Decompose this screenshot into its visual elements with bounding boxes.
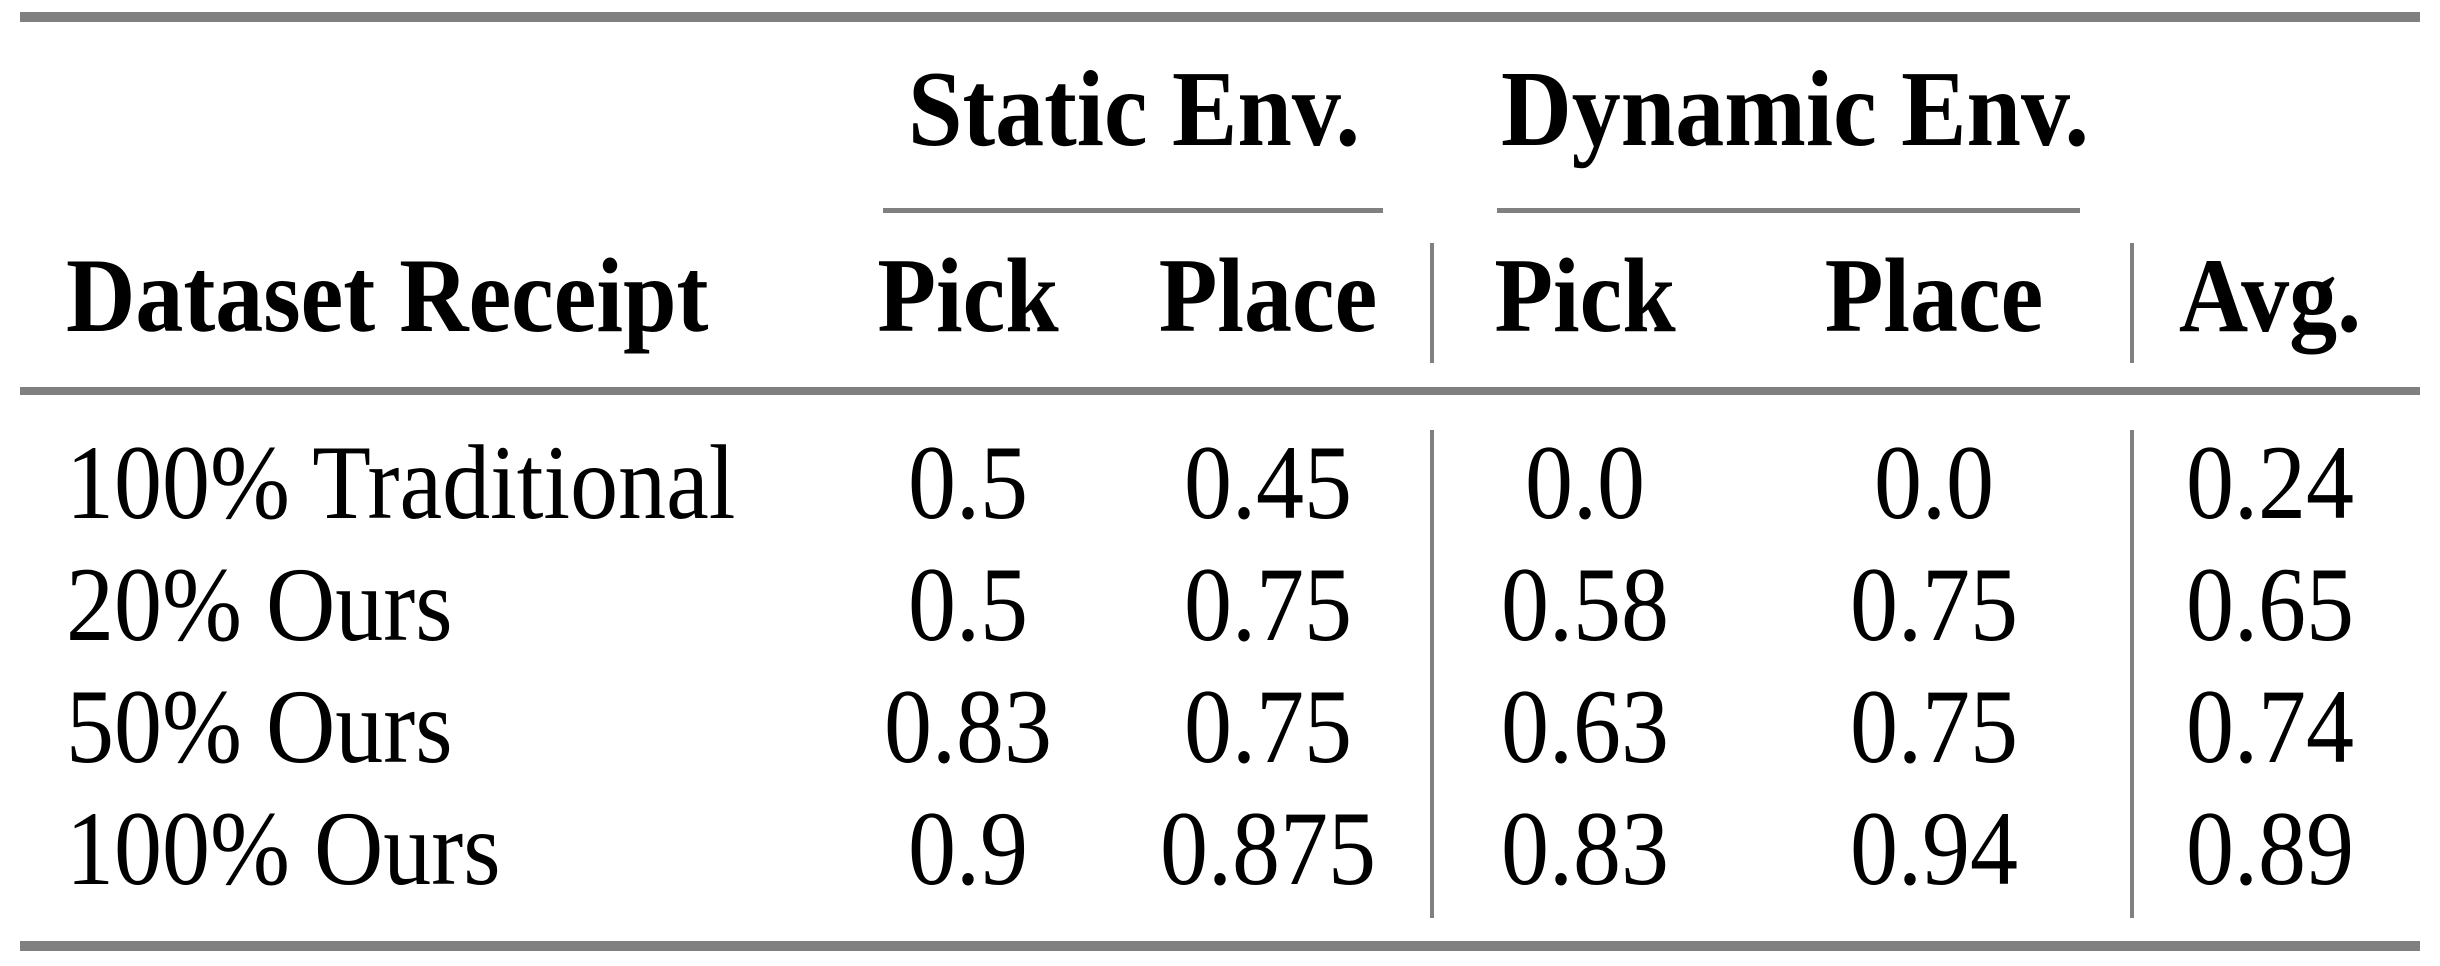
value-avg: 0.74 [2186,667,2354,786]
table-bottom-rule [20,941,2420,951]
value-static-pick: 0.9 [908,789,1028,908]
value-avg: 0.24 [2186,423,2354,542]
column-separator [1430,243,1434,363]
table-row: 20% Ours 0.5 0.75 0.58 0.75 0.65 [0,544,2440,666]
group-header-static-env: Static Env. [908,50,1360,170]
group-header-dynamic-env: Dynamic Env. [1500,50,2090,170]
value-dynamic-pick: 0.0 [1525,423,1645,542]
column-header-row: Dataset Receipt Pick Place Pick Place Av… [0,235,2440,357]
column-separator [2130,243,2134,363]
value-static-place: 0.75 [1184,667,1352,786]
table-top-rule [20,12,2420,22]
value-static-pick: 0.5 [908,423,1028,542]
value-dynamic-place: 0.75 [1850,545,2018,664]
value-dynamic-pick: 0.63 [1501,667,1669,786]
column-header-dynamic-pick: Pick [1494,236,1676,355]
table-row: 100% Ours 0.9 0.875 0.83 0.94 0.89 [0,788,2440,910]
column-header-static-pick: Pick [877,236,1059,355]
value-dynamic-pick: 0.83 [1501,789,1669,908]
column-separator [2130,430,2134,918]
group-header-row: Static Env. Dynamic Env. [0,45,2440,175]
row-label: 50% Ours [66,667,453,786]
value-dynamic-place: 0.0 [1874,423,1994,542]
value-static-place: 0.45 [1184,423,1352,542]
column-separator [1430,430,1434,918]
row-label: 20% Ours [66,545,453,664]
table-row: 50% Ours 0.83 0.75 0.63 0.75 0.74 [0,666,2440,788]
table-row: 100% Traditional 0.5 0.45 0.0 0.0 0.24 [0,422,2440,544]
value-dynamic-pick: 0.58 [1501,545,1669,664]
column-header-dynamic-place: Place [1824,236,2044,355]
value-dynamic-place: 0.94 [1850,789,2018,908]
static-env-cmidrule [883,208,1383,213]
column-header-static-place: Place [1158,236,1378,355]
value-dynamic-place: 0.75 [1850,667,2018,786]
value-avg: 0.89 [2186,789,2354,908]
column-header-dataset-receipt: Dataset Receipt [66,236,709,355]
value-static-place: 0.875 [1160,789,1376,908]
value-static-place: 0.75 [1184,545,1352,664]
header-divider-rule [20,387,2420,395]
value-avg: 0.65 [2186,545,2354,664]
value-static-pick: 0.5 [908,545,1028,664]
row-label: 100% Traditional [66,423,736,542]
dynamic-env-cmidrule [1497,208,2080,213]
row-label: 100% Ours [66,789,501,908]
column-header-avg: Avg. [2178,236,2362,355]
value-static-pick: 0.83 [884,667,1052,786]
